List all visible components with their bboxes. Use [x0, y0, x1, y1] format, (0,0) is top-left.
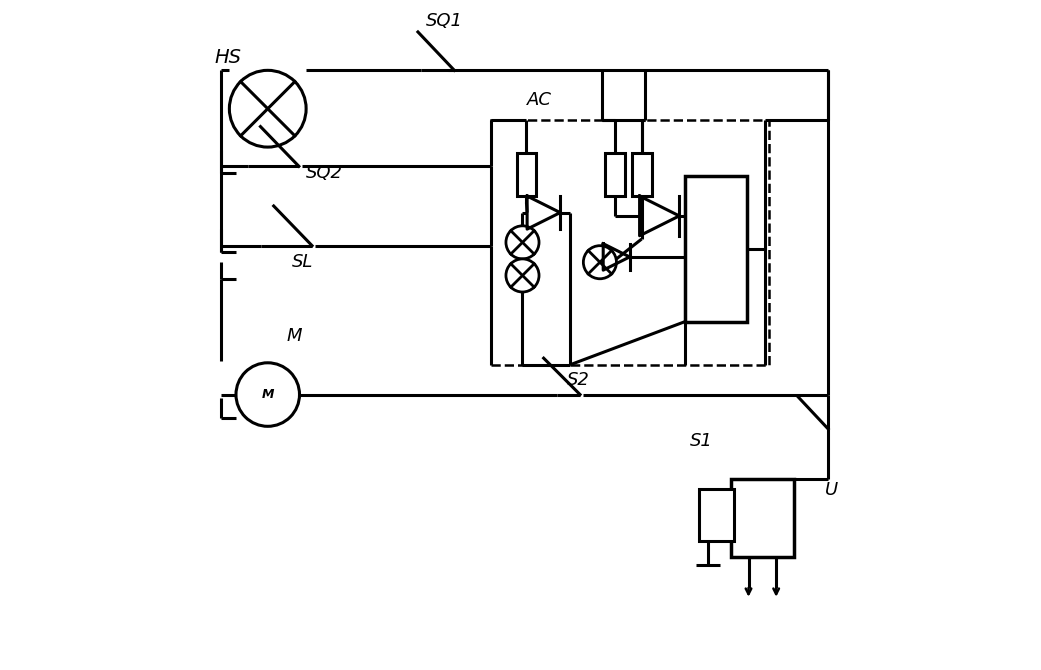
Bar	[490, 120, 768, 364]
Text: U: U	[824, 482, 838, 500]
Text: SQ1: SQ1	[426, 11, 463, 29]
Circle shape	[583, 246, 616, 279]
Text: M: M	[287, 328, 303, 345]
Circle shape	[506, 226, 539, 259]
Circle shape	[229, 70, 306, 147]
Bar	[605, 153, 625, 196]
Bar	[517, 153, 536, 196]
Text: S2: S2	[566, 371, 589, 389]
Bar	[700, 488, 734, 541]
Circle shape	[236, 362, 300, 426]
Text: M: M	[261, 388, 274, 401]
Text: S1: S1	[689, 432, 712, 450]
Text: SL: SL	[293, 253, 313, 271]
Bar	[632, 153, 652, 196]
Bar	[685, 176, 747, 322]
Text: SQ2: SQ2	[305, 164, 342, 182]
Circle shape	[506, 259, 539, 292]
Text: AC: AC	[527, 91, 552, 109]
Bar	[731, 478, 794, 557]
Text: HS: HS	[214, 48, 242, 66]
